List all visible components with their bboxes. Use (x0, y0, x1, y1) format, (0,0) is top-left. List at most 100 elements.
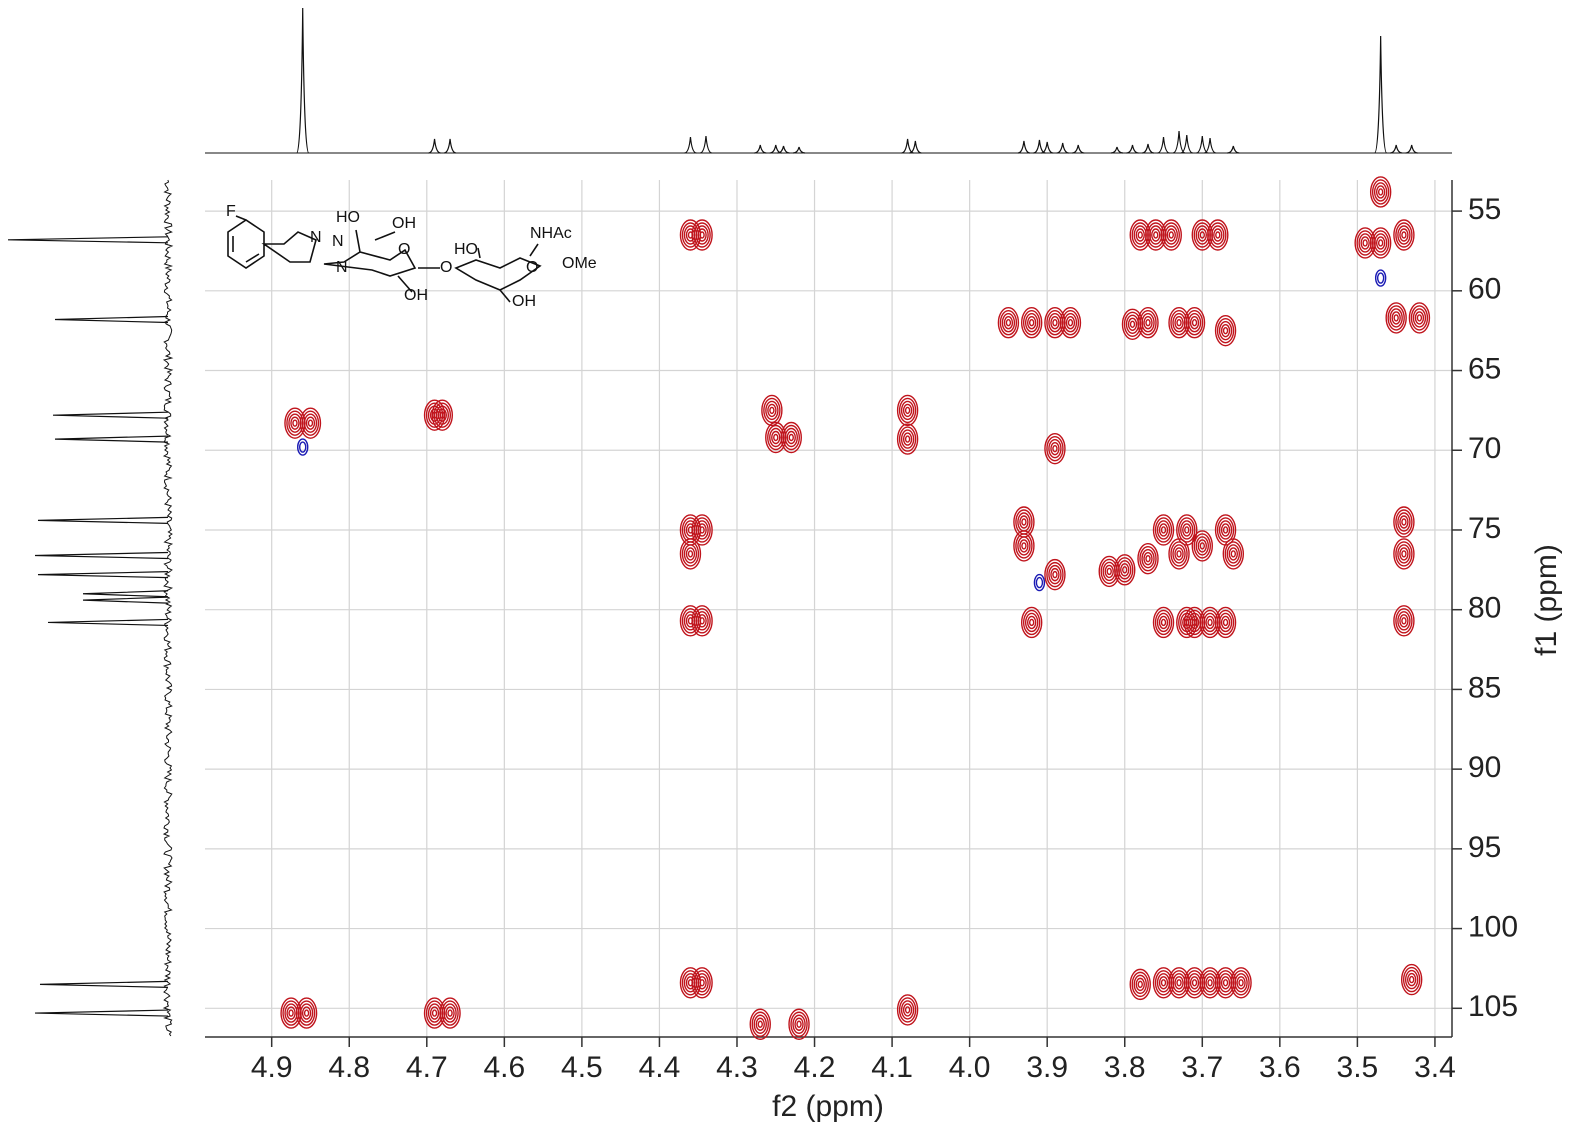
cross-peak (1013, 506, 1035, 538)
contour (685, 976, 696, 990)
cross-peak (1059, 307, 1082, 339)
contour (1059, 307, 1082, 339)
contour (771, 430, 781, 445)
contour (1172, 544, 1186, 564)
contour (301, 410, 320, 436)
contour (1013, 506, 1035, 538)
contour (898, 997, 917, 1023)
cross-peak (1152, 606, 1175, 639)
contour (1122, 566, 1128, 574)
projection-peak (296, 7, 310, 154)
contour (1393, 314, 1399, 322)
projection-peak (34, 1009, 169, 1017)
cross-peak (896, 394, 919, 427)
contour (435, 405, 450, 425)
contour (1207, 219, 1229, 251)
cross-peak (1020, 307, 1043, 339)
cross-peak (1160, 219, 1182, 251)
contour (1191, 618, 1198, 627)
projection-peak (684, 136, 697, 154)
atom-label: OH (404, 287, 428, 304)
atom-label: NHAc (530, 225, 572, 242)
cross-peak (691, 219, 713, 251)
contour (1114, 554, 1136, 586)
contour (1065, 316, 1076, 330)
contour (1228, 547, 1239, 561)
contour (904, 1006, 911, 1014)
cross-peak (1044, 558, 1066, 591)
cross-peak (1191, 530, 1213, 562)
contour (1400, 963, 1423, 996)
contour (1174, 547, 1184, 561)
contour (1220, 523, 1231, 537)
contour (1160, 219, 1182, 251)
contour (443, 1003, 457, 1023)
x-tick-label: 3.9 (1026, 1051, 1068, 1084)
projection-peak (52, 411, 169, 419)
projection-peak (1196, 135, 1209, 154)
contour (1135, 977, 1145, 992)
contour (290, 416, 300, 430)
contour (1152, 514, 1175, 546)
contour (1104, 564, 1114, 579)
contour (1393, 506, 1415, 538)
contour (697, 614, 707, 628)
x-tick-label: 4.0 (949, 1051, 991, 1084)
contour (697, 228, 707, 242)
contour (1220, 976, 1231, 990)
contour (1218, 612, 1233, 633)
contour (1371, 230, 1390, 256)
atom-label: OMe (562, 255, 597, 272)
cross-peak (1393, 605, 1415, 637)
projection-peak (1227, 145, 1240, 154)
contour (1199, 231, 1205, 239)
bond (227, 215, 542, 303)
x-tick-label: 4.6 (483, 1051, 525, 1084)
cross-peak (1230, 967, 1252, 999)
contour (437, 408, 448, 422)
contour (1397, 611, 1411, 631)
contour (1050, 441, 1060, 456)
contour (695, 611, 709, 631)
contour (286, 1006, 296, 1020)
contour (1156, 612, 1171, 633)
cross-peak (1183, 307, 1206, 339)
cross-peak (299, 407, 322, 439)
contour (1048, 564, 1062, 585)
contour (1141, 548, 1155, 569)
contour (1135, 228, 1145, 242)
contour (1236, 976, 1246, 990)
contour (429, 1006, 440, 1020)
cross-peak (439, 997, 461, 1029)
contour (305, 416, 316, 430)
contour (1050, 316, 1060, 330)
contour (699, 979, 705, 987)
contour (1044, 558, 1066, 591)
contour (288, 1009, 294, 1017)
projection-peak (34, 551, 169, 560)
y-tick-label: 90 (1468, 751, 1501, 784)
contour (1120, 563, 1130, 577)
contour (1371, 179, 1390, 205)
contour (1160, 979, 1167, 987)
contour (1160, 526, 1167, 534)
contour (1387, 305, 1405, 331)
cross-peak (1013, 530, 1035, 562)
contour (1399, 228, 1409, 242)
cross-peak (788, 1008, 810, 1040)
contour (693, 222, 711, 248)
contour (439, 997, 461, 1029)
projection-peak (699, 135, 713, 154)
contour (1216, 317, 1235, 344)
y-tick-label: 70 (1468, 432, 1501, 465)
contour (1178, 609, 1196, 636)
x-tick-label: 3.6 (1259, 1051, 1301, 1084)
contour (1399, 614, 1409, 628)
contour (679, 538, 702, 570)
atom-label: N (310, 229, 322, 246)
projection-peak (54, 315, 169, 324)
x-tick-label: 4.2 (794, 1051, 836, 1084)
contour (681, 541, 700, 567)
contour (1164, 225, 1178, 245)
contour (1156, 520, 1171, 540)
